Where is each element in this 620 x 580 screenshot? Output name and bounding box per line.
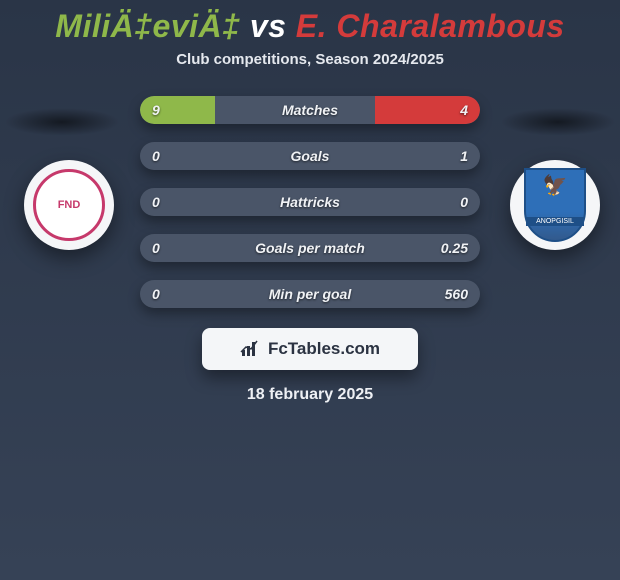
stat-row: 0 560 Min per goal [140,280,480,308]
barchart-icon [240,340,262,358]
stat-value-left: 0 [152,148,160,164]
stat-label: Matches [282,102,338,118]
stat-value-left: 0 [152,286,160,302]
header: MiliÄ‡eviÄ‡ vs E. Charalambous Club comp… [0,0,620,68]
stat-value-right: 560 [445,286,468,302]
stat-value-left: 0 [152,194,160,210]
stat-row: 0 1 Goals [140,142,480,170]
player-b-name: E. Charalambous [296,8,565,44]
player-a-name: MiliÄ‡eviÄ‡ [55,8,240,44]
club-badge-left: FND [24,160,114,250]
club-left-crest: FND [33,169,105,241]
subtitle: Club competitions, Season 2024/2025 [0,51,620,68]
stat-row: 9 4 Matches [140,96,480,124]
stat-value-right: 0.25 [441,240,468,256]
stat-value-right: 1 [460,148,468,164]
stat-row: 0 0 Hattricks [140,188,480,216]
vs-text: vs [250,8,287,44]
stat-value-left: 9 [152,102,160,118]
stat-label: Hattricks [280,194,340,210]
shadow-left [4,108,120,136]
match-date: 18 february 2025 [0,386,620,404]
stat-value-left: 0 [152,240,160,256]
club-left-label: FND [58,200,81,211]
stat-row: 0 0.25 Goals per match [140,234,480,262]
stat-label: Goals [291,148,330,164]
footer: FcTables.com 18 february 2025 [0,328,620,404]
eagle-icon: 🦅 [543,176,568,196]
stats-container: 9 4 Matches 0 1 Goals 0 0 Hattricks 0 0.25 Goals pe… [140,96,480,308]
stat-value-right: 0 [460,194,468,210]
stat-label: Min per goal [269,286,351,302]
club-right-crest: 🦅 ANOPGISIL [524,168,586,242]
main-area: FND 🦅 ANOPGISIL 9 4 Matches 0 1 Goals 0 0 Hattri… [0,68,620,404]
brand-link[interactable]: FcTables.com [202,328,418,370]
stat-label: Goals per match [255,240,365,256]
shadow-right [500,108,616,136]
club-right-label: ANOPGISIL [526,217,584,226]
stat-value-right: 4 [460,102,468,118]
club-badge-right: 🦅 ANOPGISIL [510,160,600,250]
brand-label: FcTables.com [268,339,380,359]
page-title: MiliÄ‡eviÄ‡ vs E. Charalambous [0,8,620,45]
